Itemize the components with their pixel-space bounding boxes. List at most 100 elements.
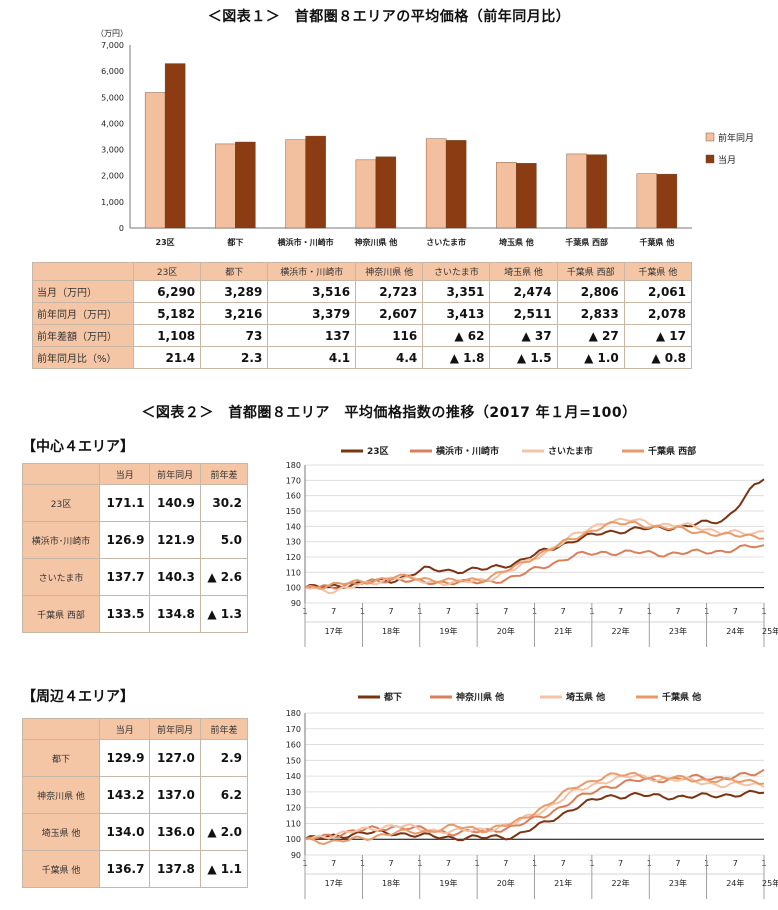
bar-prev xyxy=(566,153,587,229)
row-label: さいたま市 xyxy=(22,558,100,596)
price-table: 23区 都下 横浜市・川崎市 神奈川県 他 さいたま市 埼玉県 他 千葉県 西部… xyxy=(32,262,693,369)
cell-value: 126.9 xyxy=(98,521,151,559)
cell-value: 137.7 xyxy=(98,558,151,596)
periph-table-row: 千葉県 他 136.7 137.8 ▲ 1.1 xyxy=(22,850,249,888)
price-table-row: 前年差額（万円） 1,108 73 137 116 ▲ 62 ▲ 37 ▲ 27 ▲ 17 xyxy=(32,324,693,347)
x-year-label: 22年 xyxy=(611,626,629,636)
center-table-header: 当月 前年同月 前年差 xyxy=(22,463,249,485)
cell-value: 1,108 xyxy=(132,324,202,347)
row-label: 横浜市･川崎市 xyxy=(22,521,100,559)
col-header: 都下 xyxy=(200,262,269,281)
bar-prev xyxy=(215,143,236,229)
cell-value: ▲ 17 xyxy=(623,324,693,347)
x-year-label: 19年 xyxy=(439,878,457,888)
legend-label: 23区 xyxy=(367,446,389,457)
row-label: 神奈川県 他 xyxy=(22,776,100,814)
cell-value: 5.0 xyxy=(199,521,249,559)
cell-value: 121.9 xyxy=(149,521,201,559)
x-year-label: 20年 xyxy=(497,878,515,888)
col-header: 埼玉県 他 xyxy=(489,262,558,281)
col-header: 前年同月 xyxy=(149,463,201,485)
bar-prev xyxy=(496,162,517,229)
x-year-label: 23年 xyxy=(669,626,687,636)
y-tick-label: 0 xyxy=(119,224,124,233)
bar-prev xyxy=(425,138,447,229)
center-table-row: 千葉県 西部 133.5 134.8 ▲ 1.3 xyxy=(22,595,249,633)
cell-value: 136.7 xyxy=(98,850,151,888)
col-header: 当月 xyxy=(98,463,151,485)
row-label: 前年差額（万円） xyxy=(32,324,134,347)
x-year-label: 22年 xyxy=(611,878,629,888)
x-month-tick: 7 xyxy=(561,607,566,616)
y-tick-label: 90 xyxy=(291,599,301,608)
bar-prev xyxy=(285,139,306,229)
bar-curr xyxy=(656,173,678,229)
y-tick-label: 4,000 xyxy=(101,119,124,128)
x-category-label: 23区 xyxy=(156,238,175,247)
y-tick-label: 150 xyxy=(286,756,301,765)
cell-value: 2,061 xyxy=(623,280,693,303)
y-tick-label: 180 xyxy=(286,461,301,470)
y-tick-label: 120 xyxy=(286,804,301,813)
x-category-label: 都下 xyxy=(226,237,243,247)
x-year-label: 18年 xyxy=(382,626,400,636)
cell-value: ▲ 1.0 xyxy=(556,346,625,369)
cell-value: 3,351 xyxy=(422,280,491,303)
cell-value: ▲ 2.6 xyxy=(199,558,249,596)
x-year-label: 17年 xyxy=(325,878,343,888)
legend-label: 神奈川県 他 xyxy=(456,691,504,703)
x-month-tick: 7 xyxy=(389,859,394,868)
cell-value: 5,182 xyxy=(132,302,202,325)
series-line xyxy=(304,771,765,846)
x-month-tick: 7 xyxy=(675,607,680,616)
x-month-tick: 7 xyxy=(561,859,566,868)
col-header: さいたま市 xyxy=(422,262,491,281)
x-category-label: 神奈川県 他 xyxy=(354,237,397,247)
y-tick-label: 140 xyxy=(286,772,301,781)
col-header: 前年差 xyxy=(199,718,249,740)
periph-table-row: 埼玉県 他 134.0 136.0 ▲ 2.0 xyxy=(22,813,249,851)
cell-value: 133.5 xyxy=(98,595,151,633)
x-month-tick: 7 xyxy=(503,607,508,616)
row-label: 前年同月比（%） xyxy=(32,346,134,369)
cell-value: 2,607 xyxy=(355,302,424,325)
cell-value: 6,290 xyxy=(132,280,202,303)
x-category-label: 埼玉県 他 xyxy=(499,237,534,247)
x-category-label: さいたま市 xyxy=(426,237,466,247)
bar-curr xyxy=(164,63,186,229)
bar-prev xyxy=(144,92,166,229)
col-header: 前年差 xyxy=(199,463,249,485)
col-header: 神奈川県 他 xyxy=(355,262,424,281)
cell-value: 137.8 xyxy=(149,850,201,888)
center-table-row: 横浜市･川崎市 126.9 121.9 5.0 xyxy=(22,521,249,559)
row-label: 23区 xyxy=(22,484,100,522)
y-tick-label: 110 xyxy=(286,568,301,577)
cell-value: 116 xyxy=(355,324,424,347)
legend-swatch xyxy=(705,132,715,142)
cell-value: 143.2 xyxy=(98,776,151,814)
cell-value: 73 xyxy=(200,324,269,347)
periph-table-row: 神奈川県 他 143.2 137.0 6.2 xyxy=(22,776,249,814)
x-year-label: 18年 xyxy=(382,878,400,888)
x-month-tick: 7 xyxy=(618,859,623,868)
cell-value: ▲ 62 xyxy=(422,324,491,347)
price-table-header: 23区 都下 横浜市・川崎市 神奈川県 他 さいたま市 埼玉県 他 千葉県 西部… xyxy=(32,262,693,281)
x-category-label: 千葉県 他 xyxy=(639,237,674,247)
center-table-row: 23区 171.1 140.9 30.2 xyxy=(22,484,249,522)
cell-value: 2,723 xyxy=(355,280,424,303)
cell-value: 140.9 xyxy=(149,484,201,522)
x-year-label: 20年 xyxy=(497,626,515,636)
x-month-tick: 7 xyxy=(618,607,623,616)
cell-value: 140.3 xyxy=(149,558,201,596)
row-label: 埼玉県 他 xyxy=(22,813,100,851)
x-year-label: 19年 xyxy=(439,626,457,636)
price-table-row: 前年同月（万円） 5,182 3,216 3,379 2,607 3,413 2,511 2,… xyxy=(32,302,693,325)
bar-curr xyxy=(235,141,256,229)
y-tick-label: 160 xyxy=(286,492,301,501)
col-header: 千葉県 他 xyxy=(623,262,693,281)
y-tick-label: 1,000 xyxy=(101,198,124,207)
x-month-tick: 7 xyxy=(503,859,508,868)
cell-value: 137 xyxy=(267,324,357,347)
series-line xyxy=(304,773,765,841)
cell-value: 4.1 xyxy=(267,346,357,369)
